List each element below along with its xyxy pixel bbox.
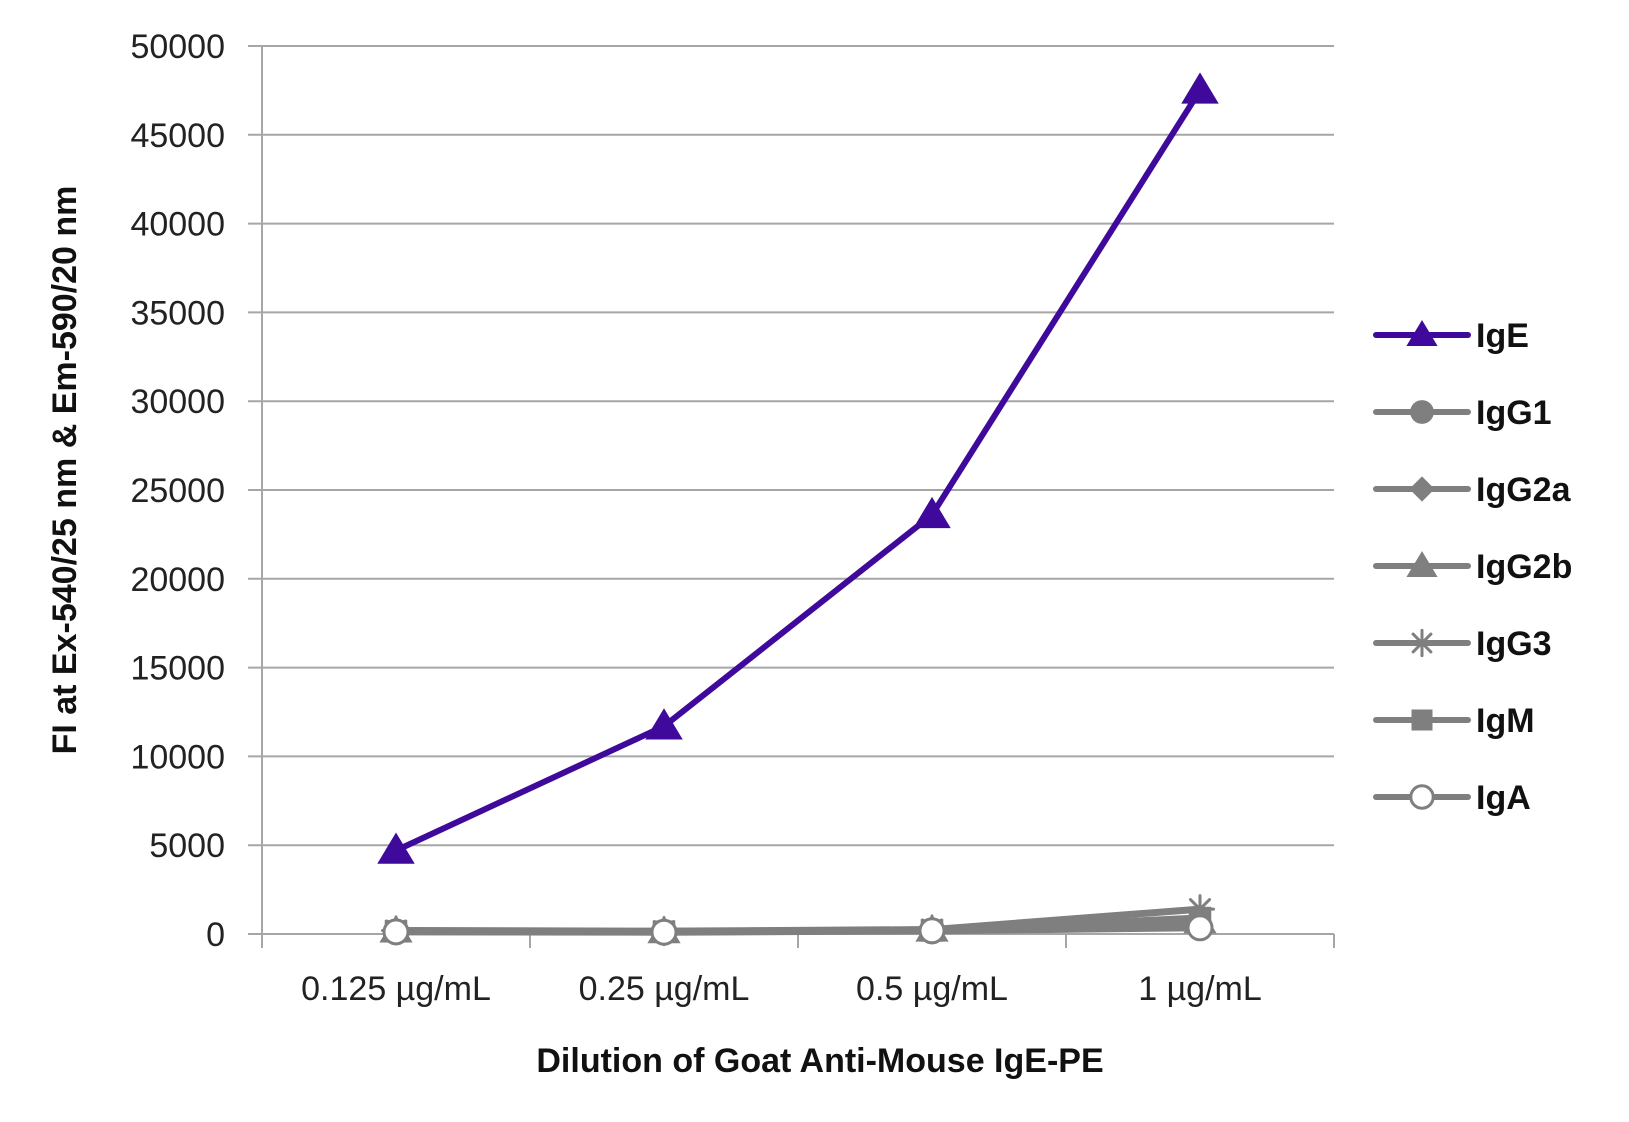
y-tick-label: 40000: [130, 206, 225, 244]
legend-label: IgE: [1476, 317, 1529, 355]
x-tick-label: 0.125 µg/mL: [301, 970, 491, 1008]
legend-label: IgA: [1476, 779, 1531, 817]
series-iga: [382, 914, 1214, 946]
marker-legend-igg3: [1407, 628, 1437, 658]
legend-item-igm: IgM: [1373, 702, 1535, 740]
marker-ige: [377, 832, 415, 864]
y-tick-label: 30000: [130, 383, 225, 421]
y-tick-label: 45000: [130, 117, 225, 155]
legend-item-igg1: IgG1: [1373, 394, 1552, 432]
legend-label: IgM: [1476, 702, 1535, 740]
legend-label: IgG1: [1476, 394, 1552, 432]
marker-iga: [382, 918, 410, 946]
marker-legend-igm: [1411, 709, 1433, 731]
axes: [261, 46, 1335, 948]
marker-legend-ige: [1406, 320, 1438, 346]
legend-item-igg3: IgG3: [1373, 625, 1552, 663]
x-tick-label: 0.5 µg/mL: [856, 970, 1008, 1008]
x-tick-label: 0.25 µg/mL: [579, 970, 750, 1008]
y-tick-label: 15000: [130, 650, 225, 688]
legend-item-iga: IgA: [1373, 779, 1531, 817]
legend-label: IgG2b: [1476, 548, 1572, 586]
marker-iga: [918, 917, 946, 945]
y-tick-label: 25000: [130, 472, 225, 510]
y-tick-labels: 0 5000 10000 15000 20000 25000 30000 35000 40000…: [130, 28, 225, 954]
marker-ige: [913, 496, 951, 529]
legend-item-ige: IgE: [1373, 317, 1529, 355]
x-tick-label: 1 µg/mL: [1138, 970, 1262, 1008]
y-axis-title: FI at Ex-540/25 nm & Em-590/20 nm: [46, 186, 84, 755]
y-tick-label: 0: [206, 916, 225, 954]
marker-iga: [650, 918, 678, 946]
x-tick-labels: 0.125 µg/mL 0.25 µg/mL 0.5 µg/mL 1 µg/mL: [301, 970, 1262, 1008]
marker-iga: [1186, 914, 1214, 942]
marker-legend-igg1: [1410, 400, 1434, 424]
legend-item-igg2b: IgG2b: [1373, 548, 1572, 586]
legend-label: IgG3: [1476, 625, 1552, 663]
x-axis-title: Dilution of Goat Anti-Mouse IgE-PE: [536, 1042, 1103, 1080]
marker-ige: [645, 708, 683, 740]
gridlines: [248, 45, 1334, 935]
series-line-iga: [395, 924, 1201, 936]
series-line-ige: [394, 88, 1203, 854]
marker-legend-iga: [1409, 784, 1435, 810]
y-tick-label: 5000: [149, 827, 225, 865]
y-tick-label: 50000: [130, 28, 225, 66]
marker-legend-igg2a: [1409, 476, 1435, 502]
legend-item-igg2a: IgG2a: [1373, 471, 1572, 509]
y-tick-label: 35000: [130, 294, 225, 332]
y-tick-label: 10000: [130, 738, 225, 776]
y-tick-label: 20000: [130, 561, 225, 599]
marker-ige: [1181, 72, 1219, 104]
legend: IgE IgG1 IgG2a IgG2b IgG3 IgM IgA: [1373, 317, 1572, 817]
series-ige: [377, 72, 1219, 864]
marker-legend-igg2b: [1406, 551, 1438, 577]
legend-label: IgG2a: [1476, 471, 1572, 509]
series-lines: [377, 72, 1219, 947]
